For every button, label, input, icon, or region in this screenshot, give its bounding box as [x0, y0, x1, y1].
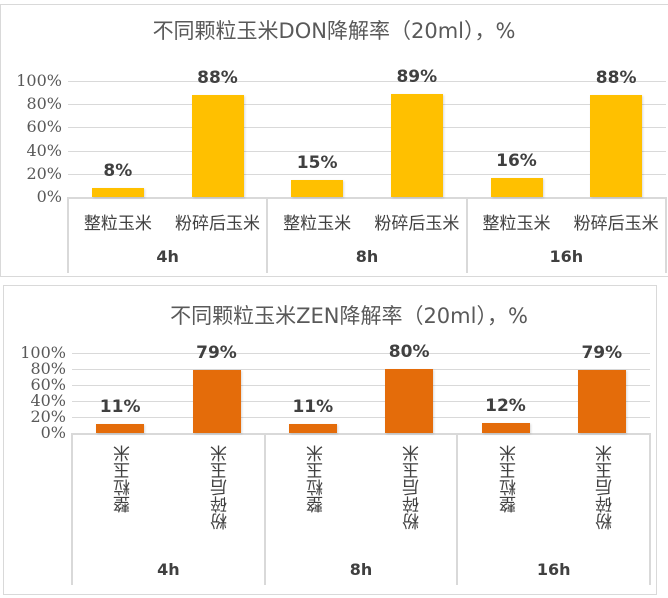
category-label: 整粒玉米	[283, 214, 352, 234]
group-label: 4h	[156, 247, 179, 266]
category-label: 粉碎后玉米	[175, 214, 260, 234]
y-axis-tick-label: 60%	[30, 375, 66, 395]
data-label: 11%	[99, 397, 141, 418]
category-label: 整粒玉米	[306, 445, 327, 513]
don-chart-panel	[0, 4, 668, 277]
category-label: 粉碎后玉米	[403, 445, 424, 530]
y-axis-tick-label: 40%	[30, 391, 66, 411]
data-label: 79%	[196, 342, 237, 363]
gridline	[72, 417, 650, 418]
bar	[390, 93, 443, 197]
y-axis-tick-label: 0%	[36, 187, 62, 207]
gridline	[72, 401, 650, 402]
y-axis-tick-label: 80%	[26, 94, 62, 114]
group-divider	[263, 433, 266, 585]
group-divider	[266, 197, 269, 273]
gridline	[68, 127, 666, 129]
gridline	[72, 369, 650, 370]
data-label: 88%	[595, 67, 637, 88]
zen-chart-panel	[3, 285, 657, 595]
category-label: 整粒玉米	[83, 214, 152, 234]
y-axis-tick-label: 80%	[30, 359, 66, 379]
category-label: 整粒玉米	[482, 214, 551, 234]
group-divider	[465, 197, 468, 273]
category-label: 粉碎后玉米	[595, 445, 616, 530]
data-label: 16%	[496, 151, 537, 172]
bar	[577, 369, 626, 433]
gridline	[68, 81, 666, 82]
y-axis-tick-label: 100%	[16, 71, 62, 91]
x-axis-line	[68, 197, 666, 199]
category-label: 整粒玉米	[114, 445, 135, 513]
category-label: 粉碎后玉米	[374, 214, 460, 234]
bar	[291, 179, 344, 197]
group-divider	[649, 433, 651, 585]
group-label: 4h	[157, 560, 180, 579]
y-axis-tick-label: 0%	[40, 423, 66, 443]
group-divider	[665, 197, 667, 273]
group-label: 8h	[355, 247, 379, 266]
data-label: 80%	[388, 342, 430, 362]
y-axis-tick-label: 20%	[26, 163, 62, 183]
bar	[490, 178, 543, 197]
bar	[91, 187, 144, 197]
gridline	[72, 353, 650, 354]
data-label: 89%	[396, 66, 438, 87]
gridline	[68, 173, 666, 175]
x-axis-line	[72, 433, 650, 435]
category-label: 粉碎后玉米	[210, 445, 231, 530]
gridline	[68, 150, 666, 152]
bar	[590, 94, 643, 197]
group-divider	[71, 433, 73, 585]
zen-chart-title: 不同颗粒玉米ZEN降解率（20ml），%	[170, 304, 528, 328]
bar	[191, 94, 244, 197]
group-label: 16h	[536, 560, 571, 579]
y-axis-tick-label: 40%	[26, 140, 62, 160]
don-chart-title: 不同颗粒玉米DON降解率（20ml），%	[152, 19, 516, 43]
bar	[288, 424, 337, 433]
data-label: 88%	[197, 67, 238, 88]
bar	[96, 424, 145, 433]
y-axis-tick-label: 100%	[20, 343, 66, 363]
gridline	[72, 385, 650, 386]
y-axis-tick-label: 20%	[30, 407, 66, 427]
group-label: 16h	[549, 247, 584, 266]
data-label: 79%	[581, 342, 623, 363]
bar	[192, 369, 241, 433]
bar	[385, 369, 434, 433]
group-label: 8h	[349, 560, 373, 579]
group-divider	[67, 197, 69, 273]
bar	[481, 423, 530, 433]
data-label: 15%	[296, 152, 338, 173]
gridline	[68, 104, 666, 106]
data-label: 11%	[292, 397, 334, 418]
group-divider	[456, 433, 459, 585]
y-axis-tick-label: 60%	[26, 117, 62, 137]
data-label: 8%	[103, 160, 133, 181]
data-label: 12%	[485, 396, 526, 417]
category-label: 粉碎后玉米	[573, 214, 659, 234]
category-label: 整粒玉米	[499, 445, 520, 513]
